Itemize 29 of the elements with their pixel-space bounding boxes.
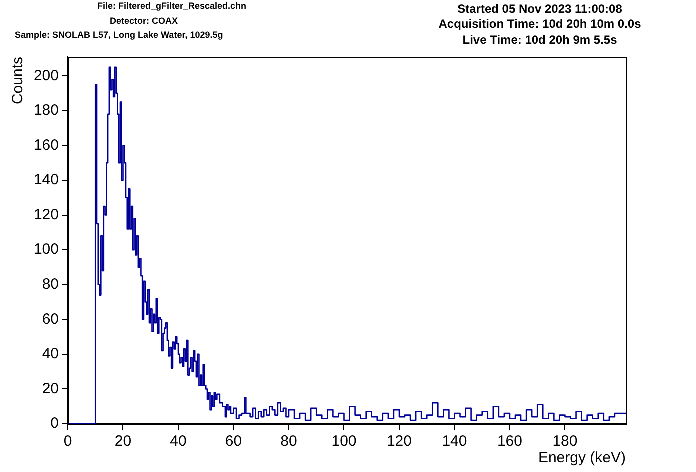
x-tick-label: 20 xyxy=(114,433,132,450)
x-tick-label: 120 xyxy=(386,433,412,450)
y-tick-label: 200 xyxy=(34,67,59,84)
text: Acquisition Time: 10d 20h 10m 0.0s xyxy=(438,17,642,31)
y-tick-label: 40 xyxy=(42,346,59,363)
y-tick-label: 60 xyxy=(42,310,59,328)
y-axis-title: Counts xyxy=(10,57,27,105)
y-tick-label: 100 xyxy=(34,241,59,258)
text: File: Filtered_gFilter_Rescaled.chn xyxy=(97,1,247,11)
y-tick-label: 120 xyxy=(34,206,59,224)
y-tick-label: 80 xyxy=(42,276,59,293)
y-tick-label: 0 xyxy=(50,415,59,432)
x-tick-label: 140 xyxy=(442,433,468,450)
x-tick-label: 100 xyxy=(332,433,357,450)
x-axis-title: Energy (keV) xyxy=(538,450,626,467)
x-tick-label: 180 xyxy=(552,433,578,450)
x-tick-label: 0 xyxy=(64,433,72,450)
text: Started 05 Nov 2023 11:00:08 xyxy=(458,2,622,16)
x-tick-label: 160 xyxy=(497,433,522,450)
y-tick-label: 20 xyxy=(42,380,59,398)
y-tick-label: 180 xyxy=(34,102,59,120)
x-tick-label: 40 xyxy=(170,433,187,450)
text: Live Time: 10d 20h 9m 5.5s xyxy=(462,33,618,47)
y-tick-label: 140 xyxy=(34,172,59,189)
x-tick-label: 80 xyxy=(280,433,298,450)
text: Detector: COAX xyxy=(110,16,178,26)
y-tick-label: 160 xyxy=(34,136,59,154)
x-tick-label: 60 xyxy=(225,433,242,450)
text: Sample: SNOLAB L57, Long Lake Water, 1029.5g xyxy=(15,30,224,40)
